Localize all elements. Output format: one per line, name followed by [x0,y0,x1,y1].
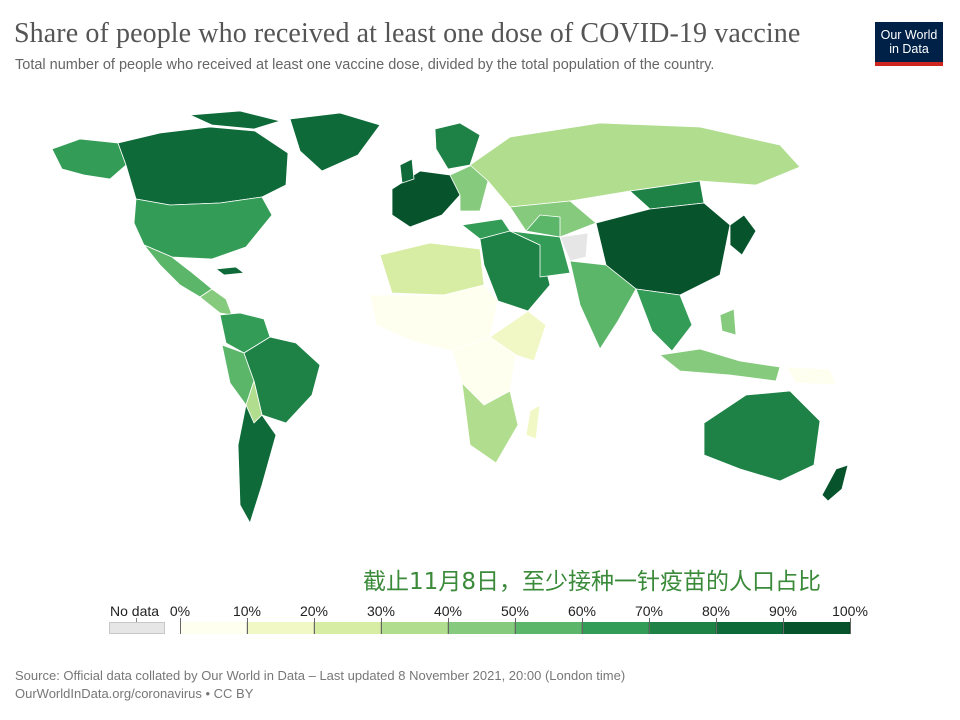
owid-logo[interactable]: Our World in Data [875,22,943,66]
legend-tick [448,618,449,634]
legend-tick [783,618,784,634]
overlay-caption: 截止11月8日，至少接种一针疫苗的人口占比 [363,569,821,595]
legend-tick-label: 100% [832,603,868,619]
region-usa[interactable] [133,196,273,260]
legend-tick [649,618,650,634]
legend-swatch [381,622,448,634]
legend-swatch [649,622,716,634]
region-new-zealand[interactable] [821,464,849,502]
legend-tick-label: 80% [701,603,731,619]
legend-tick [716,618,717,634]
legend-swatch [783,622,850,634]
legend-tick [314,618,315,634]
region-western-europe[interactable] [391,170,461,228]
region-south-asia[interactable] [569,260,637,350]
chart-subtitle: Total number of people who received at l… [15,57,715,73]
legend-tick [247,618,248,634]
legend-tick-label: 40% [433,603,463,619]
region-australia[interactable] [703,390,821,482]
legend-tick-label: 10% [232,603,262,619]
region-central-america[interactable] [199,288,233,316]
region-north-africa[interactable] [379,242,485,296]
region-argentina-chile[interactable] [237,404,277,524]
region-cuba[interactable] [215,266,245,276]
legend-tick [850,618,851,634]
logo-line-2: in Data [889,42,929,56]
legend-tick-label: 70% [634,603,664,619]
chart-title: Share of people who received at least on… [14,18,801,49]
source-note: Source: Official data collated by Our Wo… [15,668,626,683]
region-indonesia[interactable] [659,348,781,382]
region-greenland[interactable] [289,112,381,172]
legend-no-data-tick [136,618,137,622]
world-map[interactable] [40,105,920,545]
legend-tick-label: 50% [500,603,530,619]
legend-tick [180,618,181,634]
legend-tick [582,618,583,634]
region-central-asia[interactable] [525,214,561,238]
region-papua[interactable] [785,366,837,386]
legend-swatch [582,622,649,634]
legend-tick [515,618,516,634]
region-scandinavia[interactable] [434,122,481,170]
region-philippines[interactable] [719,308,737,336]
legend-tick-label: 90% [768,603,798,619]
legend-tick-label: 60% [567,603,597,619]
logo-line-1: Our World [880,28,938,42]
region-east-africa[interactable] [489,310,547,362]
region-southern-africa[interactable] [461,382,519,464]
region-madagascar[interactable] [525,404,541,440]
region-korea-japan[interactable] [729,214,757,256]
legend-tick [381,618,382,634]
region-afghanistan[interactable] [559,232,589,262]
region-alaska[interactable] [51,138,127,180]
legend-swatch [448,622,515,634]
legend-tick-label: 20% [299,603,329,619]
region-uk[interactable] [399,158,415,184]
legend-no-data-swatch [109,622,165,634]
legend-swatch [180,622,247,634]
legend-no-data-label: No data [110,603,160,619]
legend-tick-label: 30% [366,603,396,619]
legend-swatch [515,622,582,634]
region-canada-islands[interactable] [189,110,281,130]
region-iran[interactable] [509,230,571,278]
legend-swatch [314,622,381,634]
legend-swatch [247,622,314,634]
color-legend: No data 0% 10% 20% 30% 40% 50% 60% 70% 80% 90% 100… [105,600,868,640]
legend-swatch [716,622,783,634]
region-canada[interactable] [117,126,289,206]
region-southeast-asia[interactable] [635,288,693,352]
source-link[interactable]: OurWorldInData.org/coronavirus • CC BY [15,686,254,701]
legend-tick-label: 0% [169,603,191,619]
